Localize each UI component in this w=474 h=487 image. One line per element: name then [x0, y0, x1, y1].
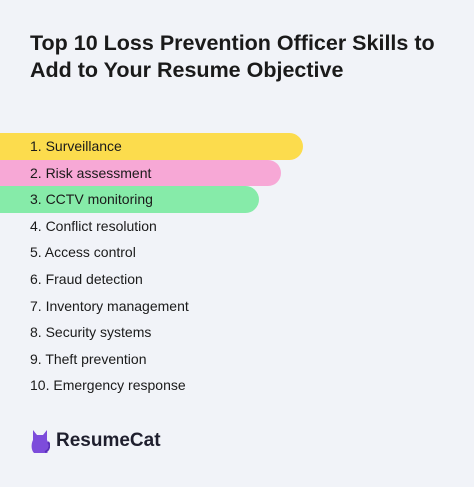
- brand-logo: ResumeCat: [30, 428, 161, 454]
- skill-item: 2. Risk assessment: [0, 159, 281, 187]
- skill-item: 1. Surveillance: [0, 133, 303, 160]
- skill-item: 3. CCTV monitoring: [0, 186, 259, 213]
- skill-item: 8. Security systems: [30, 324, 152, 341]
- skill-item: 7. Inventory management: [30, 297, 189, 314]
- skill-item: 5. Access control: [30, 244, 136, 261]
- skill-item: 4. Conflict resolution: [30, 217, 157, 234]
- skill-list: 1. Surveillance 2. Risk assessment 3. CCTV…: [0, 133, 474, 399]
- title: Top 10 Loss Prevention Officer Skills to…: [30, 31, 435, 82]
- cat-icon: [31, 430, 50, 453]
- skill-item: 10. Emergency response: [30, 377, 186, 394]
- skill-item: 9. Theft prevention: [30, 350, 147, 367]
- brand-name: ResumeCat: [56, 430, 161, 451]
- skill-item: 6. Fraud detection: [30, 270, 143, 287]
